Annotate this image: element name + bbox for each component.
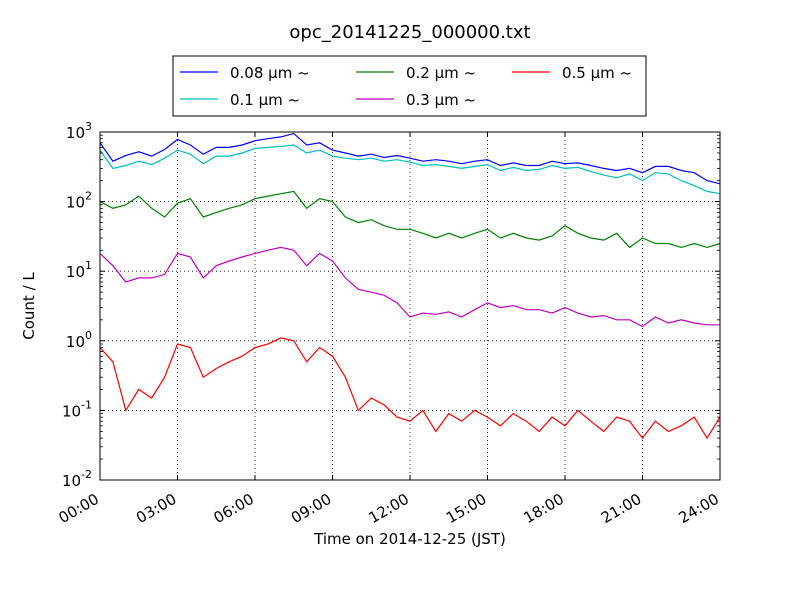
legend-label: 0.1 μm ~ [230,91,300,109]
legend-label: 0.2 μm ~ [406,64,476,82]
y-tick-label: 100 [66,329,92,351]
legend: 0.08 μm ~ 0.1 μm ~ 0.2 μm ~ 0.3 μm ~ 0.5 μm … [172,55,647,117]
grid [100,132,720,480]
series-line [99,132,721,185]
y-axis: 10-2 10-1 100 101 102 103 [62,120,720,490]
x-axis-label: Time on 2014-12-25 (JST) [313,530,506,548]
legend-label: 0.3 μm ~ [406,91,476,109]
y-tick-label: 102 [66,190,92,212]
legend-box [172,55,647,117]
legend-label: 0.5 μm ~ [562,64,632,82]
chart-title: opc_20141225_000000.txt [289,22,530,43]
series-line [99,246,720,328]
y-axis-label: Count / L [20,272,38,340]
series-group [99,132,721,440]
series-line [99,337,721,440]
y-tick-label: 103 [66,120,92,142]
y-tick-label: 10-1 [62,398,92,420]
y-tick-label: 101 [66,259,92,281]
legend-label: 0.08 μm ~ [230,64,310,82]
y-tick-label: 10-2 [62,468,92,490]
series-line [99,144,721,195]
series-line [99,190,721,249]
